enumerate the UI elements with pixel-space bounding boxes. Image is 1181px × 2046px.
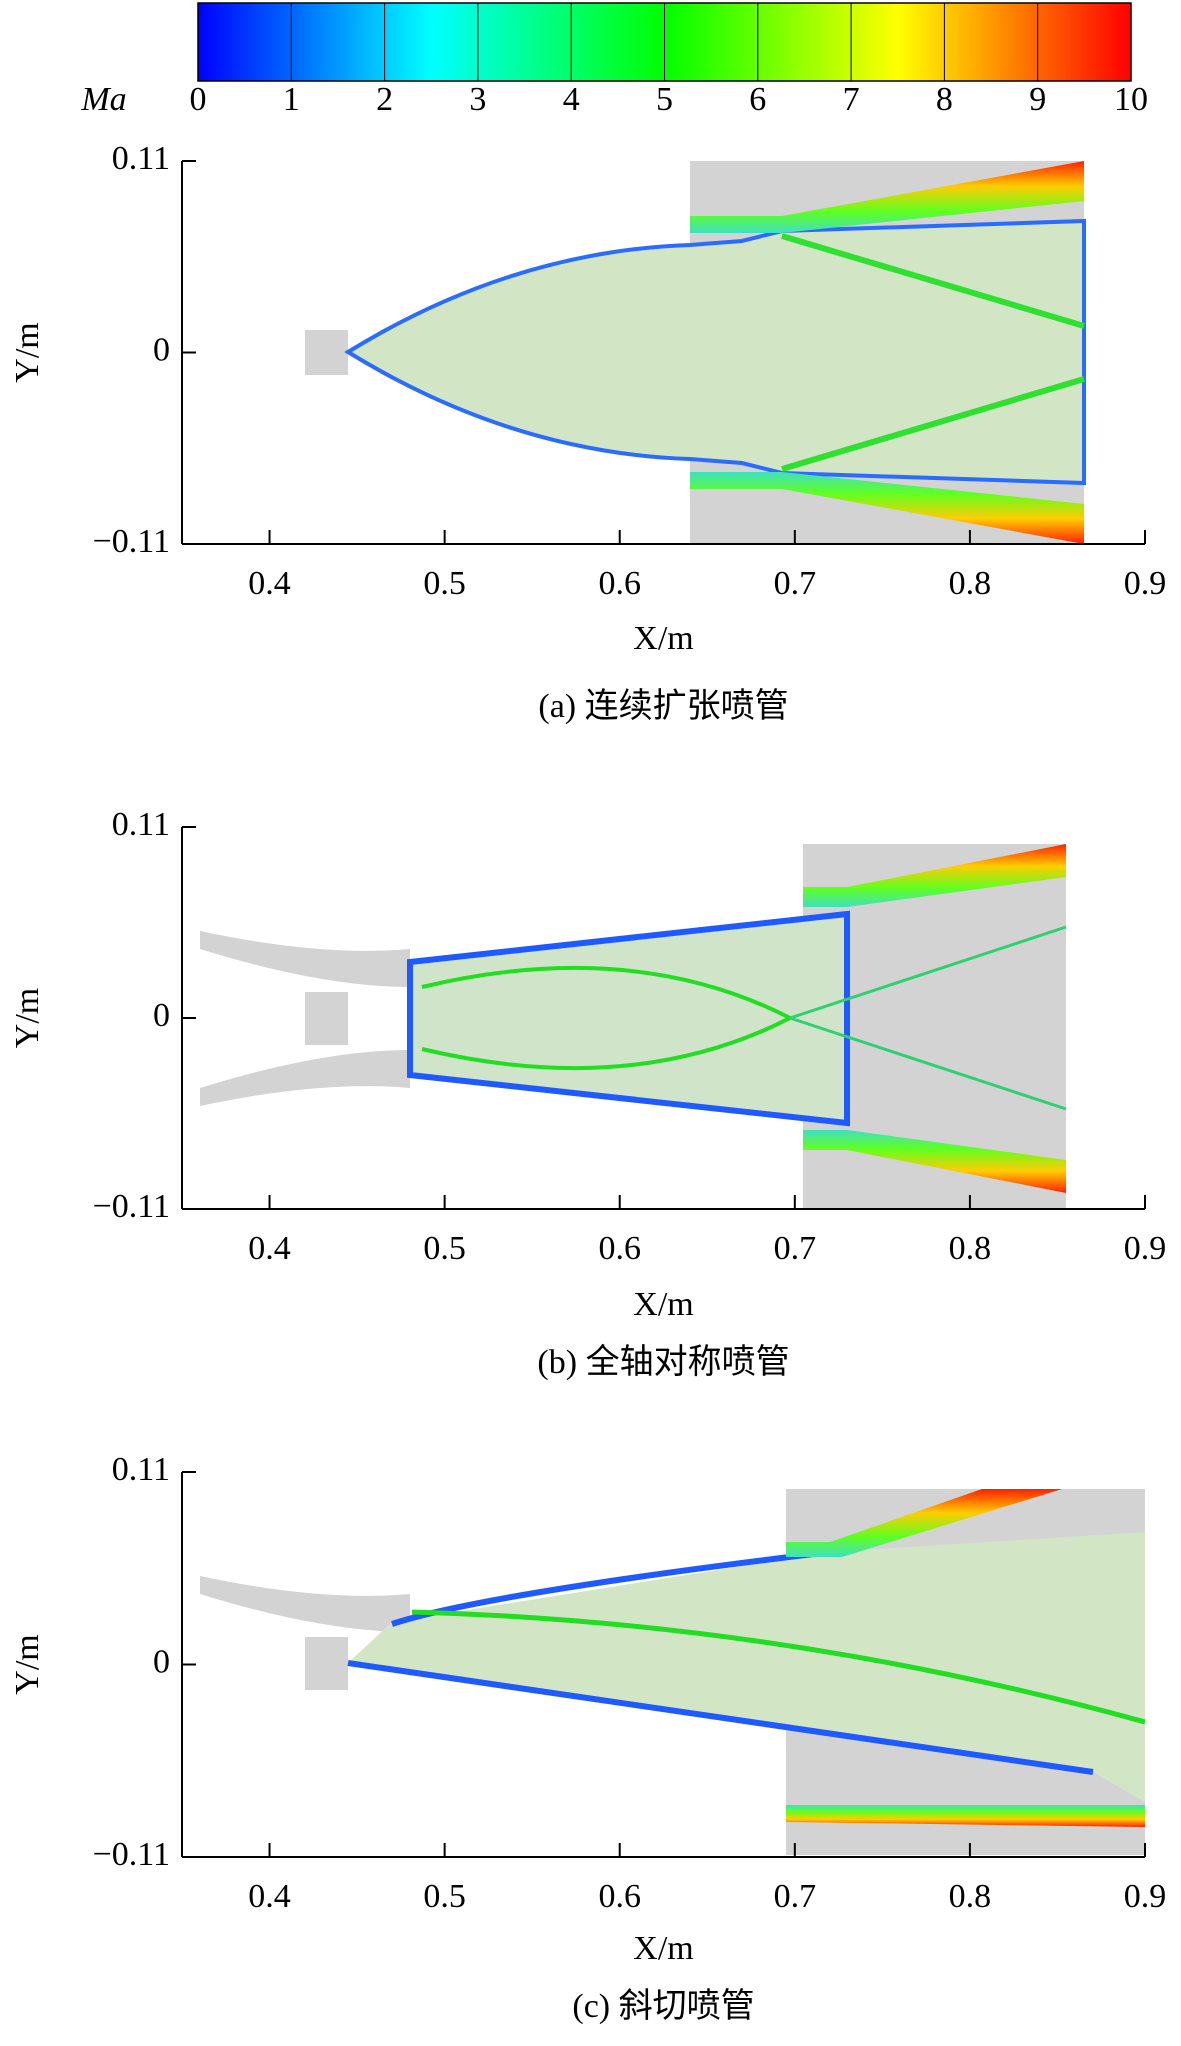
- x-tick-label: 0.5: [423, 1878, 466, 1915]
- x-tick-label: 0.9: [1124, 1878, 1167, 1915]
- caption: (a) 连续扩张喷管: [538, 687, 788, 725]
- x-axis-label: X/m: [633, 620, 693, 657]
- x-tick-label: 0.9: [1124, 565, 1167, 602]
- y-tick-label: −0.11: [93, 1188, 170, 1225]
- x-tick-label: 0.6: [598, 565, 641, 602]
- x-tick-label: 0.8: [949, 565, 992, 602]
- y-tick-label: 0.11: [112, 140, 170, 177]
- colorbar-tick-label: 2: [376, 81, 393, 118]
- colorbar-tick-label: 8: [936, 81, 953, 118]
- colorbar-tick-label: 7: [843, 81, 860, 118]
- colorbar-tick-label: 3: [469, 81, 486, 118]
- y-tick-label: 0.11: [112, 806, 170, 843]
- y-axis-label: Y/m: [9, 988, 46, 1048]
- colorbar-tick-label: 9: [1029, 81, 1046, 118]
- x-tick-label: 0.8: [949, 1230, 992, 1267]
- flow-field: [305, 161, 1086, 544]
- x-axis-label: X/m: [633, 1930, 693, 1967]
- y-tick-label: 0.11: [112, 1451, 170, 1488]
- x-tick-label: 0.4: [248, 565, 291, 602]
- y-tick-label: −0.11: [93, 1836, 170, 1873]
- x-tick-label: 0.7: [774, 1878, 817, 1915]
- x-tick-label: 0.5: [423, 1230, 466, 1267]
- x-tick-label: 0.5: [423, 565, 466, 602]
- x-tick-label: 0.7: [774, 565, 817, 602]
- colorbar-label: Ma: [80, 81, 126, 118]
- x-tick-label: 0.4: [248, 1878, 291, 1915]
- y-axis-label: Y/m: [9, 322, 46, 382]
- x-tick-label: 0.6: [598, 1230, 641, 1267]
- y-tick-label: 0: [153, 1643, 170, 1680]
- caption: (c) 斜切喷管: [572, 1987, 754, 2025]
- x-tick-label: 0.6: [598, 1878, 641, 1915]
- colorbar-tick-label: 6: [749, 81, 766, 118]
- colorbar-tick-label: 10: [1114, 81, 1148, 118]
- flow-field: [200, 1489, 1146, 1855]
- colorbar-tick-label: 1: [283, 81, 300, 118]
- x-tick-label: 0.4: [248, 1230, 291, 1267]
- x-tick-label: 0.7: [774, 1230, 817, 1267]
- flow-field: [200, 844, 1067, 1210]
- caption: (b) 全轴对称喷管: [537, 1343, 789, 1381]
- colorbar-tick-label: 4: [563, 81, 580, 118]
- colorbar-tick-label: 5: [656, 81, 673, 118]
- x-axis-label: X/m: [633, 1286, 693, 1323]
- colorbar-tick-label: 0: [190, 81, 207, 118]
- x-tick-label: 0.9: [1124, 1230, 1167, 1267]
- y-tick-label: 0: [153, 997, 170, 1034]
- x-tick-label: 0.8: [949, 1878, 992, 1915]
- y-tick-label: −0.11: [93, 523, 170, 560]
- y-tick-label: 0: [153, 331, 170, 368]
- y-axis-label: Y/m: [9, 1634, 46, 1694]
